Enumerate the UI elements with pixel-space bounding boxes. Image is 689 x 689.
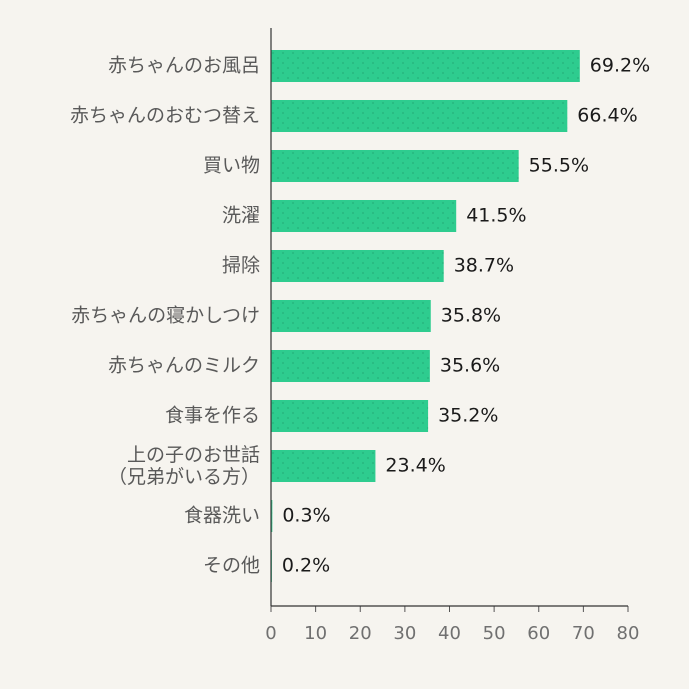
value-label: 35.2% (438, 405, 498, 427)
bar-texture (271, 500, 273, 532)
bar-texture (271, 300, 431, 332)
category-label: 赤ちゃんの寝かしつけ (71, 305, 260, 327)
category-label: 食器洗い (184, 505, 260, 527)
value-label: 0.3% (282, 505, 330, 527)
value-label: 0.2% (282, 555, 330, 577)
category-label: 赤ちゃんのミルク (108, 355, 260, 377)
bar-texture (271, 250, 444, 282)
x-tick-label: 10 (304, 623, 327, 644)
bar-texture (271, 100, 568, 132)
value-label: 35.6% (440, 355, 500, 377)
x-tick-label: 40 (438, 623, 461, 644)
value-label: 69.2% (590, 55, 650, 77)
category-label: 食事を作る (165, 405, 260, 427)
value-label: 35.8% (441, 305, 501, 327)
x-tick-label: 0 (265, 623, 276, 644)
value-label: 38.7% (454, 255, 514, 277)
category-label: 買い物 (203, 155, 260, 177)
bar-texture (271, 150, 519, 182)
bar-texture (271, 350, 430, 382)
bar-texture (271, 450, 376, 482)
category-label: 洗濯 (222, 205, 260, 227)
bar-texture (271, 400, 429, 432)
x-tick-label: 20 (349, 623, 372, 644)
category-label: その他 (203, 555, 260, 577)
category-label: 赤ちゃんのおむつ替え (70, 105, 260, 127)
bar-texture (271, 50, 580, 82)
value-label: 55.5% (529, 155, 589, 177)
bar-texture (271, 200, 457, 232)
x-tick-label: 70 (572, 623, 595, 644)
x-tick-label: 80 (617, 623, 640, 644)
category-label: 赤ちゃんのお風呂 (108, 55, 260, 77)
x-tick-label: 30 (393, 623, 416, 644)
x-tick-label: 60 (527, 623, 550, 644)
category-label: 上の子のお世話（兄弟がいる方） (108, 444, 260, 488)
value-label: 23.4% (385, 455, 445, 477)
x-tick-label: 50 (483, 623, 506, 644)
value-label: 41.5% (466, 205, 526, 227)
value-label: 66.4% (577, 105, 637, 127)
category-label: 掃除 (222, 255, 260, 277)
